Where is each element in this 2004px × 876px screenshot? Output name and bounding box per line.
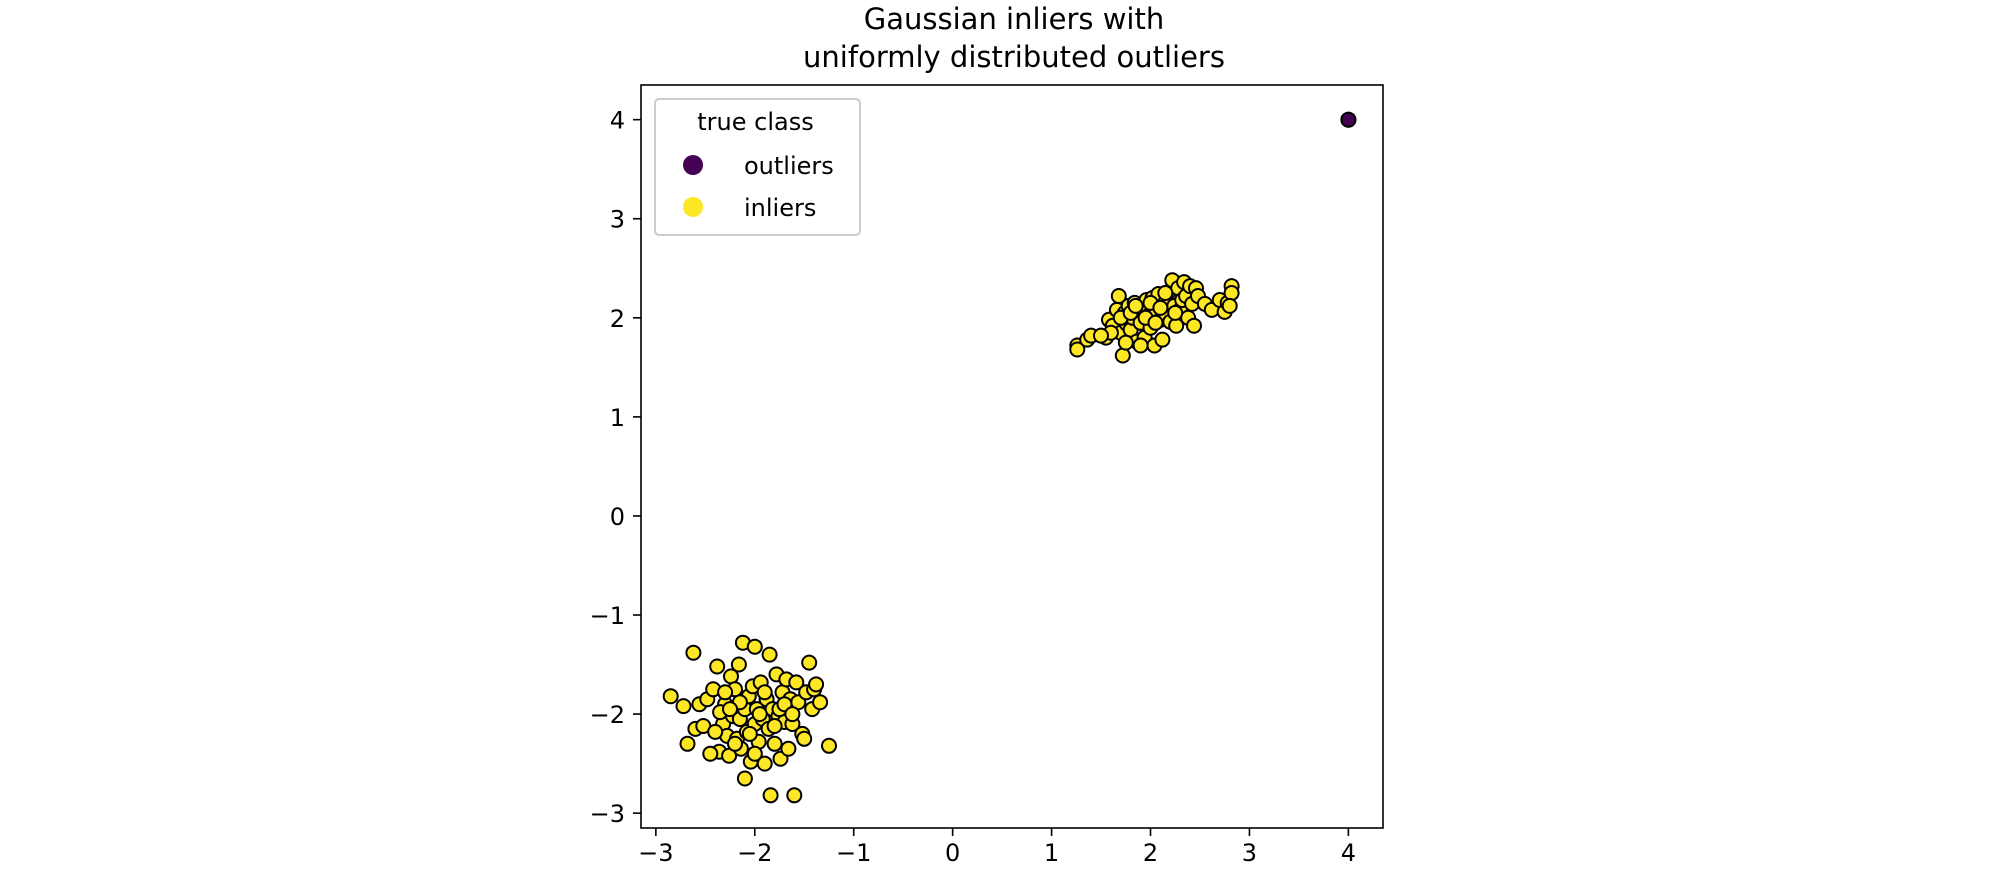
y-tick-label-0: −3 bbox=[590, 800, 625, 828]
outliers-point-1 bbox=[1340, 111, 1357, 128]
inliers-point-139 bbox=[756, 684, 773, 701]
inliers-point-69 bbox=[1127, 297, 1144, 314]
inliers-point-111 bbox=[766, 735, 783, 752]
inliers-point-70 bbox=[662, 688, 679, 705]
legend-label-outliers: outliers bbox=[744, 152, 834, 180]
inliers-point-94 bbox=[736, 770, 753, 787]
y-tick-label-4: 1 bbox=[610, 404, 625, 432]
legend: true class outliers inliers bbox=[654, 98, 861, 236]
inliers-point-109 bbox=[762, 787, 779, 804]
inliers-point-67 bbox=[1167, 304, 1184, 321]
inliers-point-66 bbox=[1147, 314, 1164, 331]
axes-layer: −3 −2 −1 0 1 2 3 4 −3 −2 −1 0 1 2 3 4 bbox=[590, 84, 1384, 867]
inliers-point-8 bbox=[1110, 288, 1127, 304]
inliers-point-89 bbox=[730, 656, 747, 673]
inliers-point-55 bbox=[1223, 285, 1240, 301]
inliers-point-105 bbox=[756, 755, 773, 772]
y-tick-label-5: 2 bbox=[610, 305, 625, 333]
inliers-point-118 bbox=[780, 740, 797, 757]
inliers-point-122 bbox=[788, 674, 805, 691]
inliers-point-61 bbox=[1152, 299, 1169, 316]
legend-label-inliers: inliers bbox=[744, 194, 816, 222]
inliers-point-65 bbox=[1132, 337, 1149, 354]
chart-title-line-2: uniformly distributed outliers bbox=[803, 40, 1225, 74]
inliers-point-125 bbox=[796, 730, 813, 747]
inliers-point-142 bbox=[766, 718, 783, 734]
x-tick-label-5: 2 bbox=[1143, 839, 1158, 867]
inliers-point-72 bbox=[679, 735, 696, 752]
legend-box bbox=[654, 98, 861, 236]
inliers-point-130 bbox=[808, 676, 825, 693]
legend-marker-inliers bbox=[683, 197, 703, 217]
points-layer bbox=[662, 111, 1357, 804]
y-tick-label-7: 4 bbox=[610, 107, 625, 135]
chart-title-line-1: Gaussian inliers with bbox=[864, 2, 1164, 36]
y-tick-label-2: −1 bbox=[590, 602, 625, 630]
legend-marker-outliers bbox=[683, 155, 703, 175]
inliers-point-145 bbox=[746, 745, 763, 762]
inliers-point-73 bbox=[685, 644, 702, 661]
inliers-point-71 bbox=[675, 698, 692, 715]
inliers-point-1 bbox=[1069, 341, 1086, 358]
inliers-point-79 bbox=[709, 658, 726, 675]
inliers-point-132 bbox=[821, 737, 837, 754]
inliers-point-136 bbox=[741, 725, 758, 742]
inliers-point-30 bbox=[1154, 331, 1171, 348]
x-tick-label-3: 0 bbox=[945, 839, 960, 867]
inliers-point-147 bbox=[722, 701, 738, 718]
inliers-point-108 bbox=[761, 646, 778, 663]
x-tick-label-4: 1 bbox=[1044, 839, 1059, 867]
inliers-point-131 bbox=[812, 694, 829, 711]
inliers-point-135 bbox=[751, 706, 768, 723]
x-tick-label-2: −1 bbox=[836, 839, 871, 867]
inliers-point-133 bbox=[707, 723, 724, 740]
inliers-point-68 bbox=[1157, 285, 1174, 301]
y-tick-label-3: 0 bbox=[610, 503, 625, 531]
x-tick-label-6: 3 bbox=[1242, 839, 1257, 867]
inliers-point-146 bbox=[784, 706, 801, 723]
inliers-point-63 bbox=[1117, 334, 1134, 351]
x-tick-label-1: −2 bbox=[737, 839, 772, 867]
inliers-point-10 bbox=[1114, 347, 1131, 364]
inliers-point-100 bbox=[746, 638, 763, 655]
inliers-point-64 bbox=[1093, 327, 1109, 344]
inliers-point-46 bbox=[1186, 317, 1202, 334]
inliers-point-134 bbox=[727, 735, 743, 752]
inliers-point-138 bbox=[717, 684, 734, 701]
y-tick-label-1: −2 bbox=[590, 701, 625, 729]
inliers-point-140 bbox=[702, 745, 719, 762]
x-tick-label-0: −3 bbox=[638, 839, 673, 867]
y-tick-label-6: 3 bbox=[610, 206, 625, 234]
x-tick-label-7: 4 bbox=[1341, 839, 1356, 867]
inliers-point-127 bbox=[801, 654, 818, 671]
plot-frame bbox=[640, 84, 1384, 829]
legend-title: true class bbox=[697, 108, 813, 136]
inliers-point-56 bbox=[1221, 297, 1238, 314]
inliers-point-121 bbox=[786, 787, 803, 804]
